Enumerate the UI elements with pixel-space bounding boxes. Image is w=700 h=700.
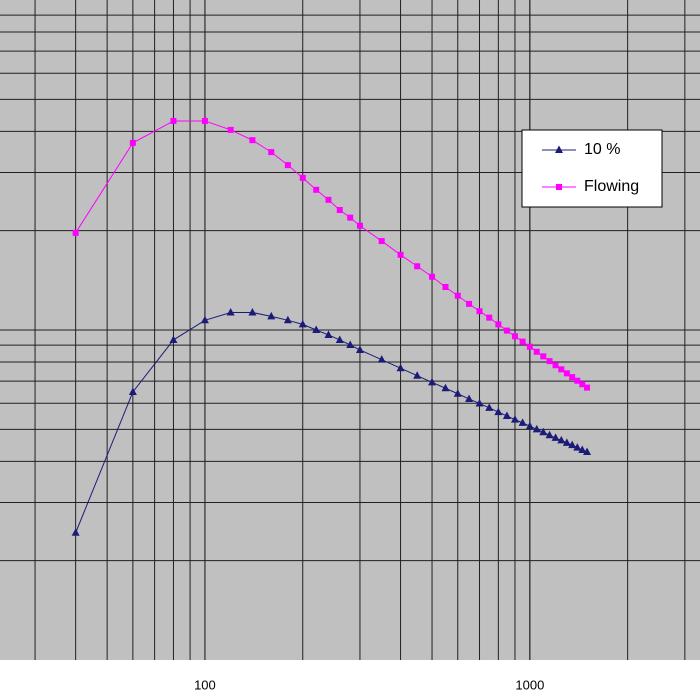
data-point [347, 214, 354, 221]
legend-label: 10 % [584, 141, 620, 158]
data-point [475, 398, 484, 407]
data-point [284, 162, 291, 169]
data-point [546, 358, 553, 365]
data-point [526, 343, 533, 350]
data-point [129, 139, 136, 146]
data-point [579, 381, 586, 388]
data-point [486, 314, 493, 321]
data-point [485, 403, 494, 411]
data-point [551, 433, 560, 441]
data-point [312, 325, 321, 333]
data-point [429, 273, 436, 280]
data-point [397, 251, 404, 258]
data-point [519, 338, 526, 345]
legend-marker [556, 184, 562, 190]
data-point [495, 321, 502, 328]
data-point [545, 430, 554, 439]
data-point [562, 438, 571, 446]
data-point [335, 335, 344, 343]
data-point [574, 377, 581, 384]
data-point [299, 174, 306, 181]
data-point [476, 308, 483, 315]
data-point [313, 186, 320, 193]
data-point [441, 383, 450, 392]
data-point [72, 229, 79, 236]
legend-label: Flowing [584, 178, 639, 195]
data-point [249, 137, 256, 144]
data-point [540, 353, 547, 360]
data-point [200, 315, 209, 324]
x-tick-label: 1000 [515, 677, 544, 692]
data-point [510, 415, 519, 423]
data-point [539, 427, 548, 436]
data-point [453, 389, 462, 397]
data-point [325, 196, 332, 203]
legend-marker [555, 145, 563, 153]
x-tick-label: 100 [194, 677, 216, 692]
data-point [558, 366, 565, 373]
data-point [557, 435, 566, 444]
data-point [169, 335, 178, 343]
data-point [414, 263, 421, 270]
data-point [356, 222, 363, 229]
legend-box [521, 129, 663, 208]
data-point [71, 528, 80, 536]
data-point [584, 384, 591, 391]
data-point [378, 238, 385, 245]
data-point [336, 207, 343, 214]
data-point [573, 443, 582, 451]
data-point [525, 421, 534, 430]
data-point [465, 394, 474, 402]
data-point [569, 374, 576, 381]
data-point [466, 300, 473, 307]
data-point [170, 117, 177, 124]
data-point [268, 149, 275, 156]
data-point [511, 333, 518, 340]
data-point [502, 411, 511, 419]
data-point [267, 311, 276, 320]
data-point [454, 292, 461, 299]
data-point [346, 340, 355, 348]
data-point [532, 424, 541, 433]
data-point [583, 447, 592, 455]
data-point [355, 345, 364, 353]
data-point [201, 117, 208, 124]
data-point [227, 126, 234, 133]
data-point [428, 377, 437, 386]
data-point [324, 330, 333, 338]
data-point [494, 407, 503, 416]
data-point [503, 327, 510, 334]
data-point [568, 440, 577, 449]
data-point [552, 362, 559, 369]
data-point [578, 445, 587, 453]
data-point [128, 387, 137, 395]
data-point [248, 307, 257, 316]
data-point [413, 371, 422, 379]
data-point [377, 355, 386, 363]
data-point [518, 418, 527, 426]
data-point [283, 315, 292, 324]
data-point [442, 283, 449, 290]
data-point [226, 307, 235, 316]
data-point [563, 370, 570, 377]
data-point [298, 319, 307, 328]
data-point [396, 363, 405, 372]
data-point [533, 348, 540, 355]
